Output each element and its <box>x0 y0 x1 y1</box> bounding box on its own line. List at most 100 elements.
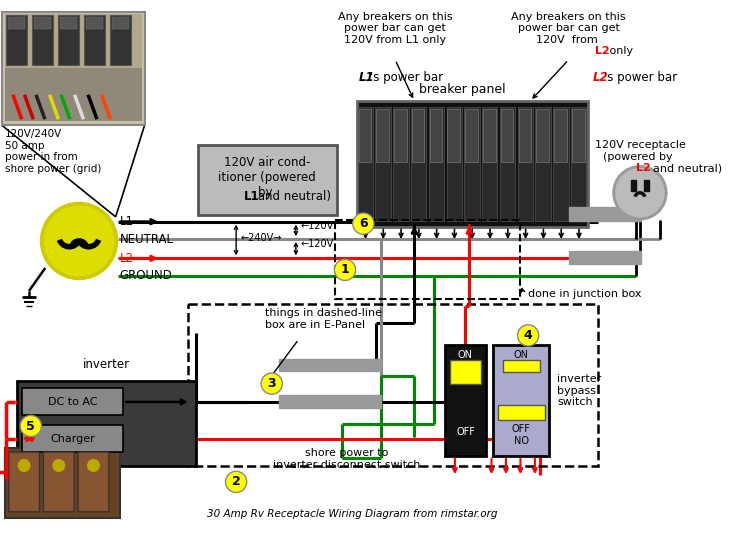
Text: 1: 1 <box>341 263 349 277</box>
Circle shape <box>45 206 114 276</box>
FancyBboxPatch shape <box>18 381 196 465</box>
Text: GROUND: GROUND <box>119 269 173 282</box>
FancyBboxPatch shape <box>393 107 409 221</box>
Text: L1: L1 <box>244 190 260 203</box>
FancyBboxPatch shape <box>501 109 513 162</box>
Text: inverter
bypass
switch: inverter bypass switch <box>557 374 602 407</box>
FancyBboxPatch shape <box>503 360 539 372</box>
Circle shape <box>53 460 64 471</box>
FancyBboxPatch shape <box>412 109 425 162</box>
FancyBboxPatch shape <box>5 448 121 518</box>
Text: 4: 4 <box>524 329 532 342</box>
Text: L1: L1 <box>358 71 374 84</box>
Text: 5: 5 <box>26 419 35 432</box>
Text: NEUTRAL: NEUTRAL <box>119 232 173 246</box>
Circle shape <box>616 168 664 217</box>
Circle shape <box>40 203 118 279</box>
FancyBboxPatch shape <box>536 107 551 221</box>
Circle shape <box>353 213 374 234</box>
FancyBboxPatch shape <box>86 18 103 29</box>
Text: done in junction box: done in junction box <box>528 289 642 299</box>
Text: L2: L2 <box>637 164 651 174</box>
Text: 's power bar: 's power bar <box>605 71 678 84</box>
Bar <box>569 251 641 264</box>
Text: NO: NO <box>514 437 529 447</box>
FancyBboxPatch shape <box>2 12 145 125</box>
Circle shape <box>20 415 42 437</box>
Text: 120V air cond-
itioner (powered
by: 120V air cond- itioner (powered by <box>218 156 316 199</box>
FancyBboxPatch shape <box>58 15 79 64</box>
Text: ←120V: ←120V <box>300 239 334 249</box>
FancyBboxPatch shape <box>572 109 585 162</box>
FancyBboxPatch shape <box>465 109 478 162</box>
Circle shape <box>226 471 247 492</box>
FancyBboxPatch shape <box>447 107 462 221</box>
Text: 30 Amp Rv Receptacle Wiring Diagram from rimstar.org: 30 Amp Rv Receptacle Wiring Diagram from… <box>207 508 497 519</box>
FancyBboxPatch shape <box>375 107 391 221</box>
Circle shape <box>334 259 355 280</box>
FancyBboxPatch shape <box>464 107 480 221</box>
FancyBboxPatch shape <box>483 109 496 162</box>
FancyBboxPatch shape <box>394 109 406 162</box>
FancyBboxPatch shape <box>110 15 131 64</box>
Text: and neutral): and neutral) <box>254 190 331 203</box>
FancyBboxPatch shape <box>43 452 75 512</box>
Text: OFF: OFF <box>456 427 475 437</box>
FancyBboxPatch shape <box>518 107 533 221</box>
FancyBboxPatch shape <box>428 107 444 221</box>
Text: inverter: inverter <box>83 358 129 371</box>
Circle shape <box>18 460 30 471</box>
Bar <box>279 395 381 408</box>
FancyBboxPatch shape <box>22 425 124 452</box>
Text: 120V/240V
50 amp
power in from
shore power (grid): 120V/240V 50 amp power in from shore pow… <box>5 129 101 174</box>
FancyBboxPatch shape <box>357 107 373 221</box>
FancyBboxPatch shape <box>482 107 498 221</box>
FancyBboxPatch shape <box>500 107 515 221</box>
Text: Any breakers on this
power bar can get
120V  from: Any breakers on this power bar can get 1… <box>511 12 626 45</box>
Text: 6: 6 <box>359 217 368 230</box>
Text: L2: L2 <box>119 252 134 265</box>
FancyBboxPatch shape <box>8 18 25 29</box>
Text: 2: 2 <box>232 475 240 488</box>
Text: ←240V→: ←240V→ <box>241 233 282 243</box>
Text: L1: L1 <box>119 215 134 228</box>
Text: Any breakers on this
power bar can get
120V from L1 only: Any breakers on this power bar can get 1… <box>338 12 452 45</box>
FancyBboxPatch shape <box>32 15 53 64</box>
FancyBboxPatch shape <box>357 101 588 227</box>
Circle shape <box>518 325 539 346</box>
Text: 's power bar: 's power bar <box>370 71 443 84</box>
Text: ON: ON <box>458 350 473 360</box>
FancyBboxPatch shape <box>537 109 549 162</box>
FancyBboxPatch shape <box>84 15 105 64</box>
Circle shape <box>261 373 282 394</box>
Text: Charger: Charger <box>50 433 94 443</box>
Bar <box>632 180 636 191</box>
FancyBboxPatch shape <box>430 109 442 162</box>
FancyBboxPatch shape <box>571 107 586 221</box>
Text: ←120V: ←120V <box>300 221 334 231</box>
FancyBboxPatch shape <box>411 107 426 221</box>
FancyBboxPatch shape <box>78 452 109 512</box>
FancyBboxPatch shape <box>6 15 27 64</box>
FancyBboxPatch shape <box>112 18 129 29</box>
Text: OFF: OFF <box>512 424 531 434</box>
FancyBboxPatch shape <box>554 109 567 162</box>
Text: things in dashed-line
box are in E-Panel: things in dashed-line box are in E-Panel <box>265 309 382 330</box>
FancyBboxPatch shape <box>60 18 77 29</box>
Text: shore power to
inverter disconnect switch: shore power to inverter disconnect switc… <box>273 448 420 470</box>
FancyBboxPatch shape <box>499 405 545 420</box>
FancyBboxPatch shape <box>358 109 371 162</box>
FancyBboxPatch shape <box>447 109 460 162</box>
FancyBboxPatch shape <box>493 345 549 456</box>
Text: only: only <box>606 46 633 56</box>
Text: and neutral): and neutral) <box>654 152 722 174</box>
FancyBboxPatch shape <box>376 109 389 162</box>
Bar <box>569 207 641 221</box>
Text: 120V receptacle
(powered by: 120V receptacle (powered by <box>594 140 686 162</box>
FancyBboxPatch shape <box>5 68 142 122</box>
Text: 3: 3 <box>268 377 276 390</box>
FancyBboxPatch shape <box>519 109 531 162</box>
Text: DC to AC: DC to AC <box>48 397 97 407</box>
Text: ON: ON <box>514 350 529 360</box>
FancyBboxPatch shape <box>450 360 481 384</box>
